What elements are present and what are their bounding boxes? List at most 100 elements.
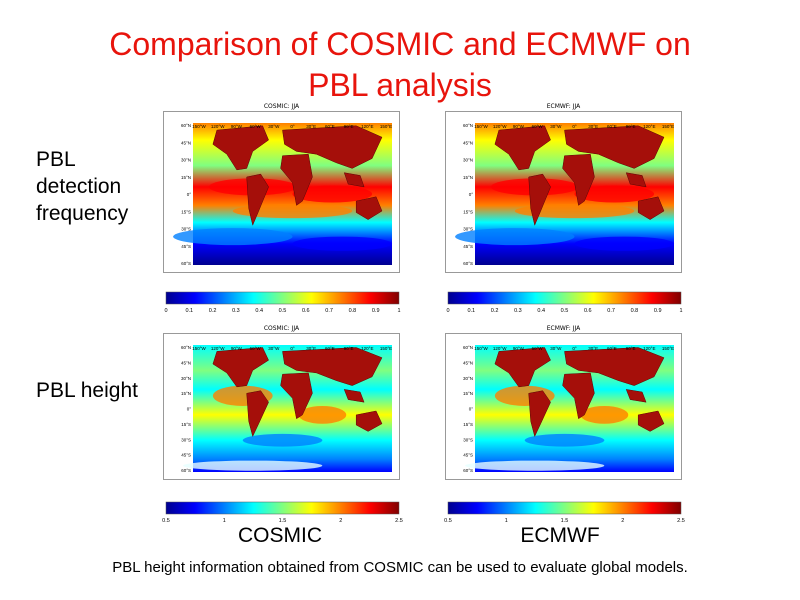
continent-shape (562, 372, 595, 420)
lon-tick-label: 90°E (344, 124, 354, 129)
map-frame (163, 111, 400, 273)
continent-shape (355, 410, 383, 432)
frequency-colorbar-right: 0 0.1 0.2 0.3 0.4 0.5 0.6 0.7 0.8 0.9 1 (446, 291, 683, 314)
lat-tick-label: 45°S (463, 244, 473, 249)
map-frame (163, 333, 400, 480)
colorbar-tick-label: 1 (223, 518, 226, 524)
map-title: COSMIC: JJA (264, 103, 300, 110)
lon-tick-label: 150°E (380, 346, 392, 351)
continent-shape (355, 196, 383, 220)
continent-shape (212, 347, 269, 388)
lat-tick-label: 15°S (463, 422, 473, 427)
map-frame (445, 333, 682, 480)
lat-tick-label: 15°N (463, 175, 473, 180)
lat-tick-label: 15°S (463, 209, 473, 214)
colorbar-tick-label: 0.3 (232, 308, 240, 314)
lon-tick-label: 120°E (361, 124, 373, 129)
continent-shape (637, 410, 665, 432)
colorbar-tick-label: 0.7 (607, 308, 615, 314)
continent-shape (282, 125, 383, 169)
lon-tick-label: 90°W (513, 124, 525, 129)
colorbar-tick-label: 0.5 (279, 308, 287, 314)
lat-tick-label: 30°N (463, 376, 473, 381)
lat-tick-label: 15°S (181, 209, 191, 214)
lon-tick-label: 150°W (192, 346, 206, 351)
continent-shape (282, 347, 383, 386)
lat-tick-label: 0° (469, 192, 474, 197)
colorbar-tick-label: 0.2 (209, 308, 217, 314)
colorbar-tick-label: 0 (446, 308, 449, 314)
lat-tick-label: 30°N (463, 158, 473, 163)
colorbar-tick-label: 0.9 (372, 308, 380, 314)
lon-tick-label: 60°E (607, 124, 617, 129)
row-label-frequency-line-2: detection (36, 175, 122, 198)
frequency-colorbar-left: 0 0.1 0.2 0.3 0.4 0.5 0.6 0.7 0.8 0.9 1 (164, 291, 401, 314)
lon-tick-label: 30°E (588, 124, 598, 129)
lon-tick-label: 60°E (325, 346, 335, 351)
row-label-height: PBL height (36, 379, 138, 402)
lat-tick-label: 45°S (181, 453, 191, 458)
continent-shape (562, 153, 595, 206)
row-label-frequency-line-3: frequency (36, 202, 129, 225)
continent-shape (280, 372, 313, 420)
lat-tick-label: 0° (187, 407, 192, 412)
colorbar-tick-label: 0.1 (467, 308, 475, 314)
continent-shape (625, 389, 647, 403)
lat-tick-label: 60°S (463, 468, 473, 473)
lat-tick-label: 30°N (181, 158, 191, 163)
continent-shape (637, 196, 665, 220)
lon-tick-label: 30°E (588, 346, 598, 351)
map-patch (292, 185, 373, 203)
map-patch (242, 433, 323, 447)
map-frame (445, 111, 682, 273)
row-label-frequency-line-1: PBL (36, 148, 76, 171)
lat-tick-label: 15°N (181, 175, 191, 180)
lat-tick-label: 0° (469, 407, 474, 412)
continent-shape (246, 173, 269, 227)
continent-shape (343, 389, 365, 403)
lon-tick-label: 150°E (380, 124, 392, 129)
continent-shape (212, 125, 269, 171)
colorbar-tick-label: 0.6 (584, 308, 592, 314)
continent-shape (494, 347, 551, 388)
lat-tick-label: 45°N (181, 360, 191, 365)
colorbar-tick-label: 1 (397, 308, 400, 314)
lon-tick-label: 60°W (250, 124, 262, 129)
lat-tick-label: 60°S (181, 261, 191, 266)
lat-tick-label: 45°N (463, 360, 473, 365)
lat-tick-label: 30°N (181, 376, 191, 381)
colorbar-tick-label: 1 (679, 308, 682, 314)
lon-tick-label: 30°E (306, 346, 316, 351)
colorbar-tick-label: 0 (164, 308, 167, 314)
map-title: ECMWF: JJA (547, 103, 581, 110)
lat-tick-label: 15°S (181, 422, 191, 427)
lon-tick-label: 120°W (493, 124, 507, 129)
lat-tick-label: 30°S (181, 437, 191, 442)
continent-shape (564, 125, 665, 169)
lon-tick-label: 60°E (325, 124, 335, 129)
continent-shape (494, 125, 551, 171)
colorbar-tick-label: 0.7 (325, 308, 333, 314)
lat-tick-label: 15°N (463, 391, 473, 396)
map-title: COSMIC: JJA (264, 325, 300, 332)
lat-tick-label: 45°S (181, 244, 191, 249)
map-patch (574, 185, 655, 203)
slide-title: Comparison of COSMIC and ECMWF on PBL an… (40, 24, 760, 106)
lon-tick-label: 150°E (662, 346, 674, 351)
lon-tick-label: 90°E (344, 346, 354, 351)
slide-title-line-2: PBL analysis (308, 67, 492, 103)
colorbar-tick-label: 1.5 (561, 518, 569, 524)
lon-tick-label: 120°W (211, 124, 225, 129)
colorbar-tick-label: 2 (621, 518, 624, 524)
ecmwf-frequency-map: ECMWF: JJA 150°W 120°W 90°W 60°W 30°W 0° 30°E 60… (445, 103, 682, 273)
colorbar-tick-label: 0.1 (185, 308, 193, 314)
map-patch (173, 228, 293, 246)
colorbar-tick-label: 0.2 (491, 308, 499, 314)
colorbar-tick-label: 0.4 (255, 308, 263, 314)
lat-tick-label: 60°S (463, 261, 473, 266)
lon-tick-label: 90°W (231, 346, 243, 351)
colorbar-tick-label: 0.6 (302, 308, 310, 314)
lon-tick-label: 150°W (192, 124, 206, 129)
colorbar-tick-label: 1 (505, 518, 508, 524)
map-patch (455, 228, 575, 246)
